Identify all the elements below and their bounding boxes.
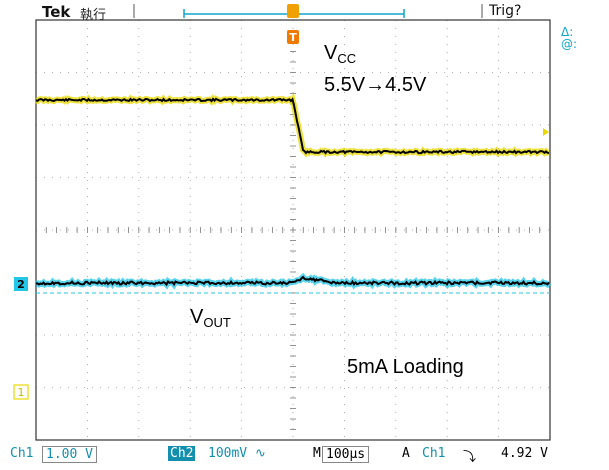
top-status-bar: Tek 執行 Trig? xyxy=(0,0,609,23)
loading-label: 5mA Loading xyxy=(347,356,464,378)
ch2-marker: 2 xyxy=(14,277,28,291)
vout-subscript: OUT xyxy=(203,315,231,330)
tek-brand: Tek xyxy=(42,3,71,21)
trigger-level-arrow xyxy=(543,128,549,136)
ch1-trace xyxy=(35,97,550,155)
graticule xyxy=(35,19,551,441)
trigger-status: Trig? xyxy=(489,3,522,19)
trigger-slope-icon: ⤵ xyxy=(463,450,477,465)
ch1-trace-halo xyxy=(34,93,550,158)
svg-text:2: 2 xyxy=(17,278,25,291)
status-bar: Ch1 1.00 V Ch2 100mV ∿ M 100µs A Ch1 ⤵ 4… xyxy=(0,443,609,465)
timebase-scale[interactable]: 100µs xyxy=(322,446,370,463)
trigger-position-marker: T xyxy=(287,4,299,44)
trigger-t-label: T xyxy=(289,31,297,44)
ch1-marker: 1 xyxy=(13,384,29,400)
vcc-label: VCC xyxy=(324,42,357,66)
at-label: @: xyxy=(561,37,578,51)
cursor-readout: Δ: @: xyxy=(561,26,577,50)
ch2-label[interactable]: Ch2 xyxy=(168,446,196,461)
ch1-scale[interactable]: 1.00 V xyxy=(42,446,97,463)
svg-text:1: 1 xyxy=(18,386,25,399)
graticule-border xyxy=(35,19,551,441)
vout-label: VOUT xyxy=(190,306,231,330)
trigger-source[interactable]: Ch1 xyxy=(422,446,446,461)
timebase-label: M xyxy=(313,446,321,461)
acquisition-label: A xyxy=(402,446,410,461)
ch1-label[interactable]: Ch1 xyxy=(10,446,34,461)
trigger-level[interactable]: 4.92 V xyxy=(501,446,548,461)
vcc-transition-label: 5.5V→4.5V xyxy=(324,74,427,96)
run-state: 執行 xyxy=(80,8,107,23)
ch2-trace xyxy=(35,275,550,287)
vcc-subscript: CC xyxy=(337,51,357,66)
ch2-scale[interactable]: 100mV ∿ xyxy=(208,446,266,461)
delta-label: Δ: xyxy=(561,25,574,39)
